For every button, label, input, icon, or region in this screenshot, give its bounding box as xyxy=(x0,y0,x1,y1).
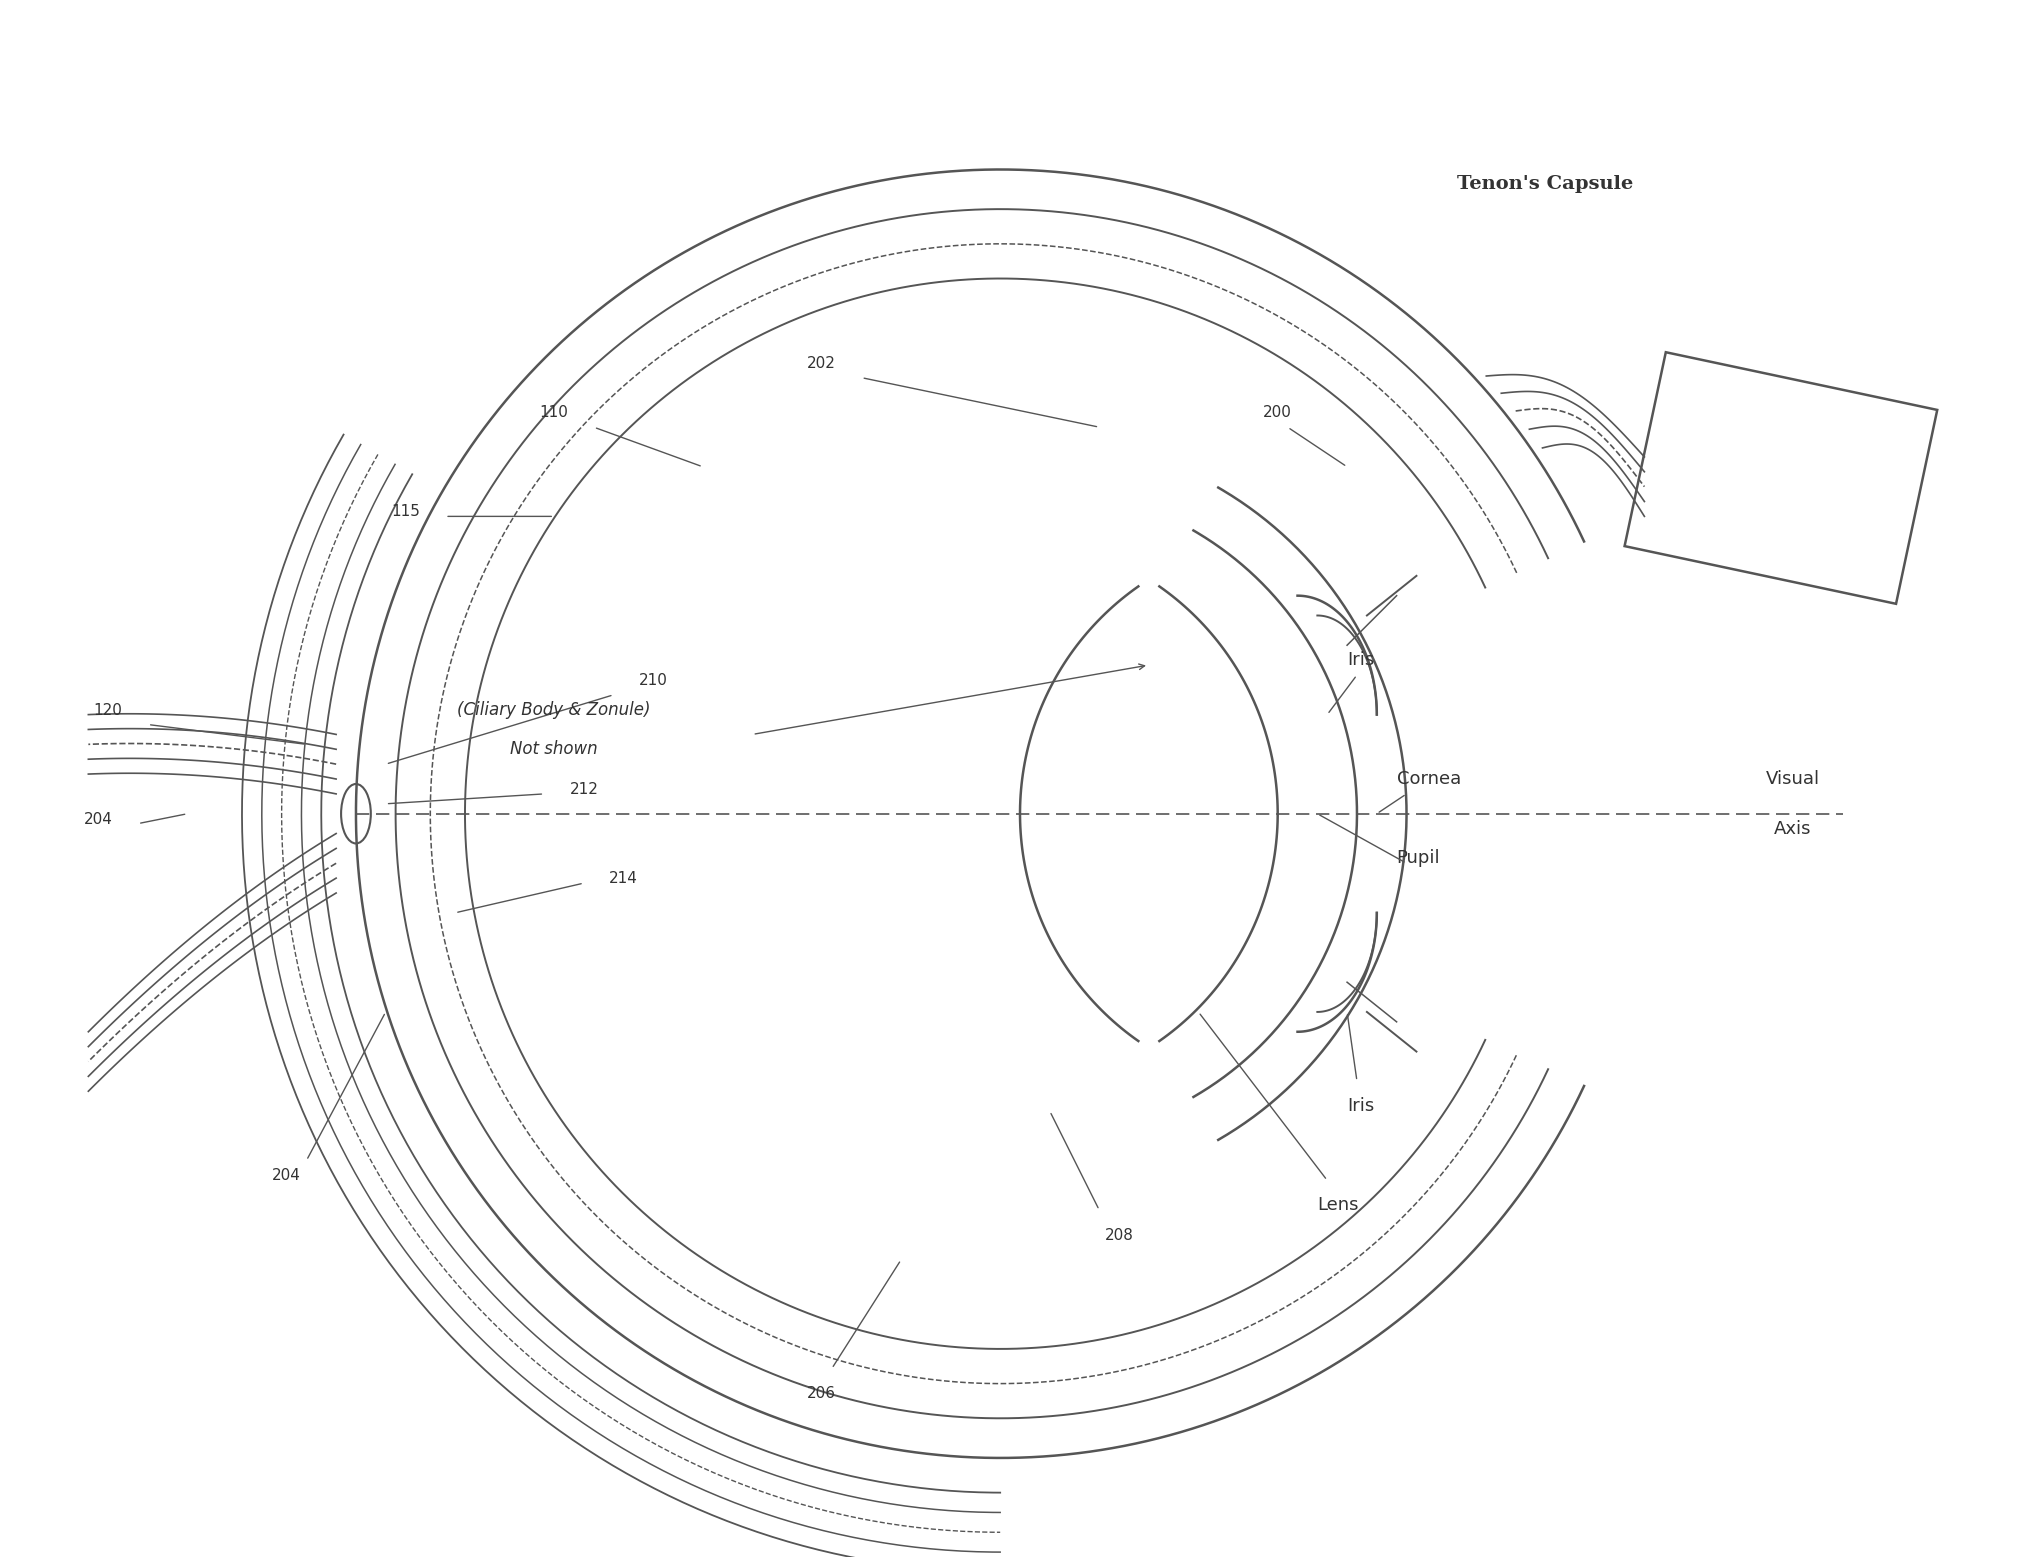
Text: Tenon's Capsule: Tenon's Capsule xyxy=(1457,175,1633,194)
Text: 212: 212 xyxy=(569,782,598,798)
Text: Iris: Iris xyxy=(1347,1096,1374,1115)
Ellipse shape xyxy=(341,784,371,843)
Text: 214: 214 xyxy=(608,871,639,887)
Text: (Ciliary Body & Zonule): (Ciliary Body & Zonule) xyxy=(457,701,651,718)
Text: 200: 200 xyxy=(1263,405,1292,421)
Text: Not shown: Not shown xyxy=(510,740,598,759)
Text: Axis: Axis xyxy=(1774,820,1812,838)
Text: 210: 210 xyxy=(639,673,667,688)
Text: 208: 208 xyxy=(1104,1228,1133,1243)
Text: Iris: Iris xyxy=(1347,651,1374,669)
Text: Pupil: Pupil xyxy=(1396,849,1441,868)
Text: 204: 204 xyxy=(84,812,112,827)
Text: Cornea: Cornea xyxy=(1396,769,1461,788)
Text: 120: 120 xyxy=(94,702,122,718)
Text: 202: 202 xyxy=(808,355,837,371)
Text: 115: 115 xyxy=(392,504,420,519)
Bar xyxy=(1625,352,1937,604)
Text: 206: 206 xyxy=(808,1386,837,1401)
Text: Visual: Visual xyxy=(1765,769,1821,788)
Text: 110: 110 xyxy=(539,405,569,421)
Text: 204: 204 xyxy=(271,1168,300,1184)
Text: Lens: Lens xyxy=(1316,1196,1359,1214)
